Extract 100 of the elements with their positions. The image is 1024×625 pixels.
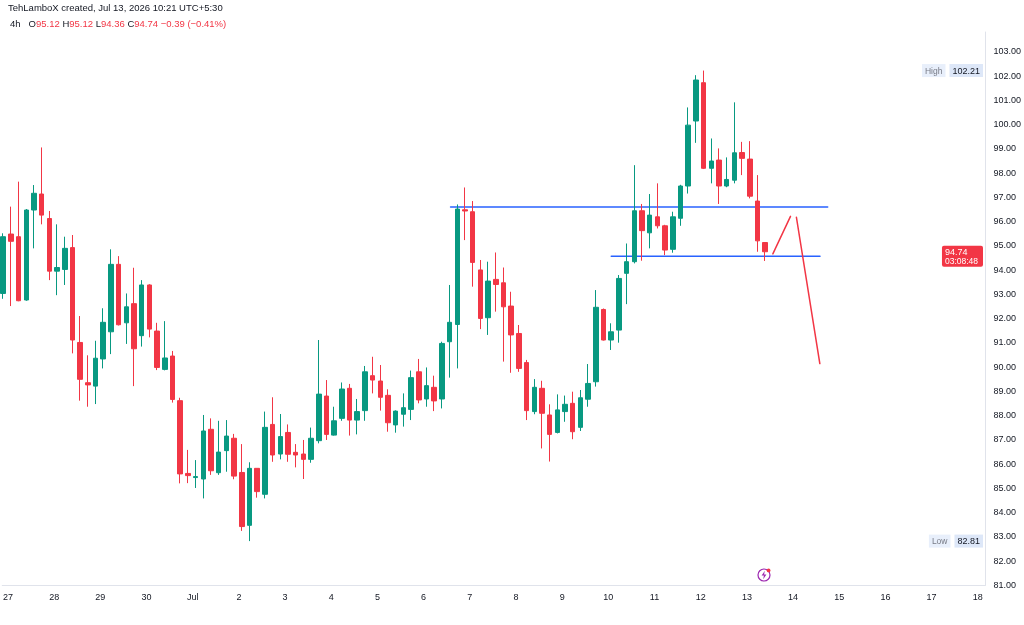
candlestick: [124, 292, 129, 345]
x-tick-label: 28: [49, 591, 60, 602]
candlestick: [278, 413, 283, 460]
y-tick-label: 97.00: [993, 191, 1016, 202]
candlestick: [470, 200, 475, 288]
candlestick: [24, 208, 29, 302]
y-tick-label: 82.00: [993, 555, 1016, 566]
candlestick: [516, 324, 522, 373]
candlestick: [262, 411, 268, 499]
y-tick-label: 90.00: [993, 361, 1016, 372]
candlestick: [162, 320, 168, 371]
y-tick-label: 91.00: [993, 337, 1016, 348]
candlestick: [378, 364, 383, 412]
candlestick: [608, 322, 614, 351]
candlestick: [8, 206, 14, 307]
candlestick: [77, 315, 83, 402]
candlestick: [539, 380, 545, 449]
candlestick: [431, 375, 437, 412]
candlestick: [408, 370, 414, 421]
candlestick: [647, 193, 652, 249]
candlestick: [493, 251, 499, 313]
candlestick: [285, 423, 291, 463]
x-tick-label: 10: [603, 591, 614, 602]
y-tick-label: 92.00: [993, 313, 1016, 324]
y-tick-label: 81.00: [993, 580, 1016, 590]
annotation: 03:08:48: [944, 255, 979, 266]
candlestick: [724, 156, 729, 188]
y-tick-label: 89.00: [993, 385, 1016, 396]
x-tick-label: 17: [926, 591, 937, 602]
candlestick: [239, 443, 245, 532]
candlestick: [293, 443, 298, 468]
candlestick: [624, 243, 629, 305]
candlestick: [54, 223, 60, 296]
x-tick-label: 13: [741, 591, 752, 602]
candlestick: [701, 70, 706, 170]
x-tick-label: 9: [559, 591, 565, 602]
candlestick: [616, 274, 622, 344]
candlestick: [562, 395, 568, 423]
candlestick: [62, 236, 68, 286]
candlestick: [70, 234, 75, 354]
candlestick: [324, 379, 329, 441]
candlestick: [639, 203, 645, 262]
candlestick: [570, 391, 575, 440]
y-tick-label: 87.00: [993, 434, 1016, 445]
candlestick: [462, 186, 468, 241]
y-tick-label: 94.00: [993, 264, 1016, 275]
x-tick-label: 30: [141, 591, 152, 602]
candlestick: [555, 393, 560, 434]
x-tick-label: 14: [788, 591, 799, 602]
annotation: 94.74: [944, 246, 968, 257]
candlestick: [254, 467, 260, 499]
candlestick: [747, 140, 753, 199]
candlestick: [185, 449, 191, 484]
candlestick: [632, 164, 637, 264]
candlestick: [316, 339, 322, 444]
candlestick: [732, 101, 737, 184]
y-tick-label: 88.00: [993, 410, 1016, 421]
candlestick: [154, 322, 160, 371]
y-tick-label: 85.00: [993, 482, 1016, 493]
y-tick-label: 96.00: [993, 216, 1016, 227]
y-tick-label: 84.00: [993, 507, 1016, 518]
candlestick: [655, 182, 660, 229]
x-tick-label: 11: [649, 591, 660, 602]
x-tick-label: 3: [282, 591, 288, 602]
candlestick: [424, 366, 429, 408]
candlestick: [170, 350, 175, 404]
x-tick-label: 6: [421, 591, 427, 602]
candlestick: [93, 340, 98, 405]
candlestick: [416, 358, 422, 404]
annotation: High: [924, 65, 943, 76]
candlestick: [331, 406, 337, 437]
candlestick: [347, 383, 352, 437]
chart-title: 4h: [10, 18, 21, 30]
candlestick: [116, 255, 121, 326]
candlestick: [670, 211, 676, 254]
candlestick: [593, 289, 599, 388]
x-tick-label: 2: [236, 591, 242, 602]
candlestick: [693, 74, 699, 144]
x-tick-label: 5: [374, 591, 380, 602]
candlestick: [339, 381, 345, 422]
candlestick: [385, 388, 391, 433]
y-tick-label: 93.00: [993, 288, 1016, 299]
candlestick: [755, 174, 760, 253]
x-tick-label: 7: [467, 591, 473, 602]
candlestick: [208, 417, 214, 476]
candlestick: [601, 308, 606, 342]
text: TehLamboX created, Jul 13, 2026 10:21 UTC+5:30: [8, 2, 223, 14]
annotation: 82.81: [957, 536, 980, 547]
candlestick: [401, 392, 406, 428]
candlestick: [354, 398, 360, 435]
y-tick-label: 83.00: [993, 531, 1016, 542]
candlestick: [393, 409, 398, 434]
y-tick-label: 98.00: [993, 167, 1016, 178]
candlestick: [100, 307, 106, 369]
y-tick-label: 103.00: [993, 46, 1021, 57]
y-tick-label: 95.00: [993, 240, 1016, 251]
candlestick: [131, 267, 137, 387]
candlestick: [301, 439, 306, 480]
x-tick-label: 4: [328, 591, 334, 602]
candlestick: [762, 242, 768, 262]
